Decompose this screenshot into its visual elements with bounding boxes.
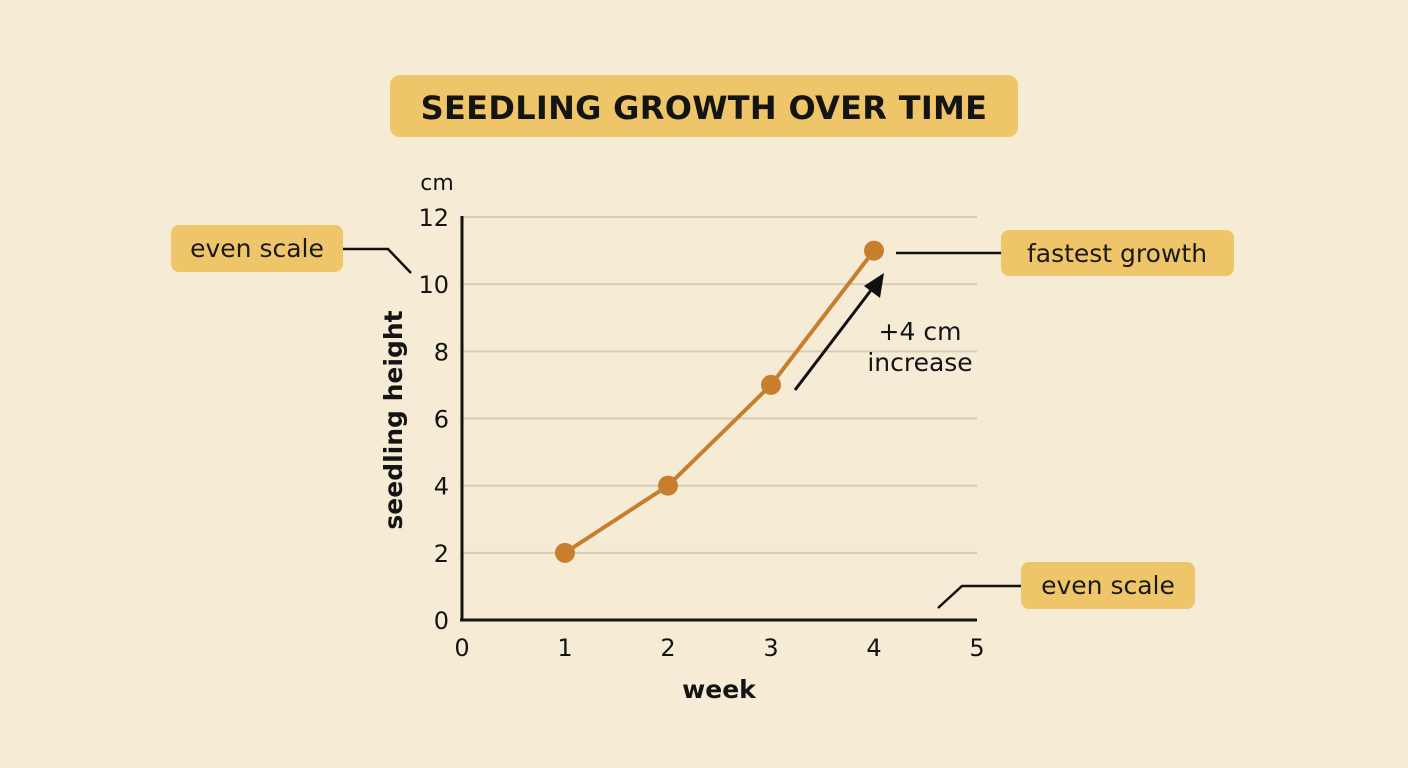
even-scale-y-badge — [171, 225, 343, 272]
increase-note-line2: increase — [867, 348, 972, 377]
increase-note-line1: +4 cm — [879, 317, 962, 346]
even-scale-y-label: even scale — [190, 234, 324, 263]
x-tick-label: 4 — [866, 634, 881, 662]
fastest-growth-badge — [1001, 230, 1234, 276]
increase-arrow-head — [864, 273, 884, 298]
y-tick-labels: 0 2 4 6 8 10 12 — [418, 204, 449, 635]
chart-title: SEEDLING GROWTH OVER TIME — [421, 89, 988, 127]
increase-arrow — [793, 280, 880, 391]
y-axis-title: seedling height — [379, 310, 408, 529]
even-scale-x-badge — [1021, 562, 1195, 609]
data-point — [658, 475, 678, 496]
x-tick-label: 0 — [454, 634, 469, 662]
y-unit-label: cm — [420, 171, 454, 196]
y-tick-label: 8 — [434, 338, 449, 366]
x-tick-label: 1 — [557, 634, 572, 662]
title-badge — [390, 75, 1018, 137]
y-tick-label: 2 — [434, 540, 449, 568]
y-tick-label: 0 — [434, 607, 449, 635]
y-tick-label: 4 — [434, 473, 449, 501]
series-line — [563, 248, 876, 555]
y-tick-label: 6 — [434, 406, 449, 434]
grid-lines — [462, 216, 977, 554]
x-tick-labels: 0 1 2 3 4 5 — [454, 634, 984, 662]
x-axis-title: week — [682, 675, 757, 704]
even-scale-x-label: even scale — [1041, 571, 1175, 600]
fastest-growth-label: fastest growth — [1027, 239, 1207, 268]
y-tick-label: 10 — [418, 271, 449, 299]
data-point — [864, 240, 884, 261]
x-tick-label: 3 — [763, 634, 778, 662]
even-scale-y-connector — [343, 247, 412, 274]
x-tick-label: 5 — [969, 634, 984, 662]
y-tick-label: 12 — [418, 204, 449, 232]
data-point — [761, 374, 781, 395]
series-points — [555, 240, 884, 563]
data-point — [555, 542, 575, 563]
x-tick-label: 2 — [660, 634, 675, 662]
even-scale-x-connector — [937, 584, 1022, 609]
